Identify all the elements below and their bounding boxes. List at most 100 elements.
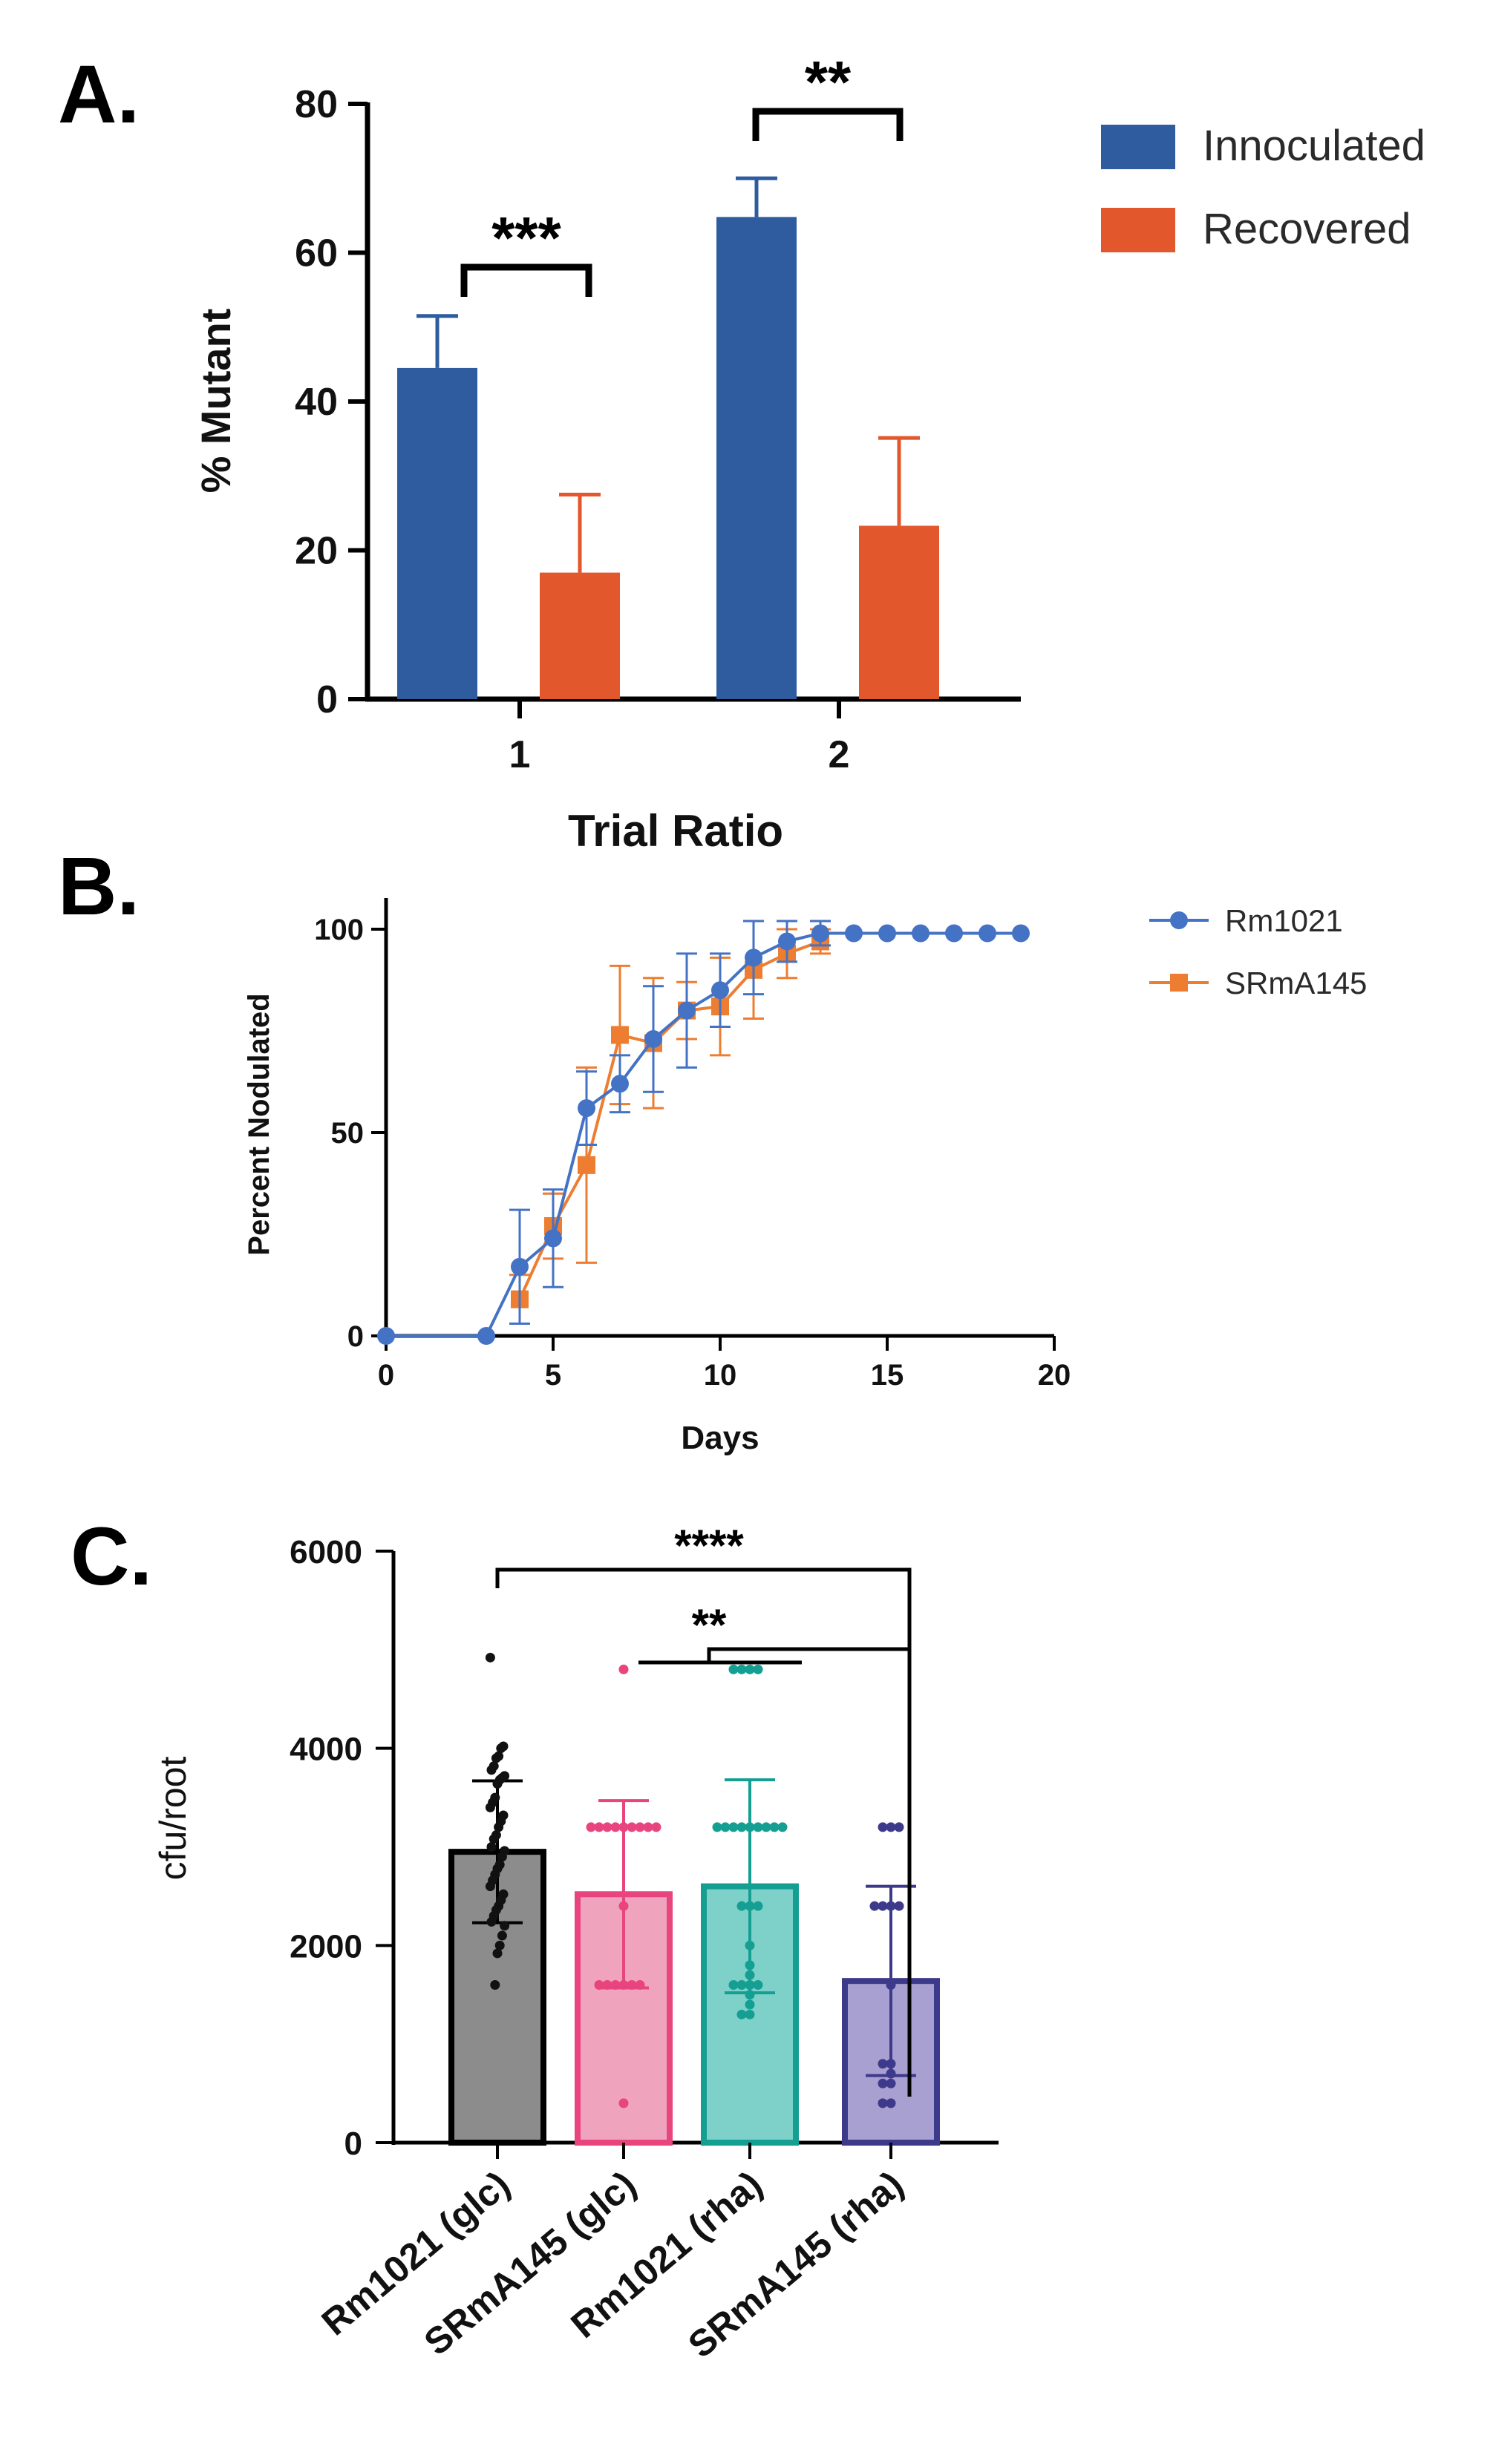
panel-a-bar-innoculated [397, 367, 477, 699]
panel-c-y-axis-title: cfu/root [152, 1757, 194, 1881]
panel-c-data-point [602, 1979, 612, 1990]
panel-b-legend-marker [1170, 974, 1188, 992]
panel-c-data-point [886, 1822, 896, 1832]
panel-b-y-axis-title: Percent Nodulated [243, 993, 275, 1255]
panel-c-significance-bracket [495, 1567, 912, 2097]
panel-c-data-point [490, 1979, 500, 1990]
panel-c-data-point [878, 1822, 888, 1832]
panel-c-data-point [736, 1901, 747, 1911]
panel-c-data-point [651, 1822, 661, 1832]
panel-c-data-point [761, 1822, 771, 1832]
panel-c-data-point [496, 1743, 506, 1754]
panel-c-y-tick-label: 6000 [290, 1534, 362, 1570]
panel-b-point-rm1021 [544, 1229, 562, 1248]
panel-c-data-point [720, 1822, 731, 1832]
panel-c-data-point [745, 1940, 755, 1950]
panel-a-legend-swatch [1101, 208, 1175, 252]
panel-b-point-rm1021 [945, 924, 963, 943]
panel-c-data-point [643, 1822, 653, 1832]
panel-c-data-point [618, 1664, 629, 1674]
panel-c-data-point [894, 1822, 904, 1832]
panel-c-data-point [492, 1778, 503, 1789]
panel-a-legend-label: Innoculated [1203, 122, 1425, 170]
panel-c-data-point [886, 1979, 896, 1990]
panel-c-data-point [886, 2078, 896, 2088]
panel-c-y-tick-label: 4000 [290, 1731, 362, 1768]
panel-c-data-point [886, 1901, 896, 1911]
panel-c-data-point [594, 1822, 604, 1832]
panel-c-data-point [745, 1990, 755, 2000]
panel-c-data-point [728, 1822, 739, 1832]
panel-c-data-point [753, 1979, 763, 1990]
panel-c-x-tick-label: SRmA145 (glc) [416, 2163, 644, 2364]
panel-c-data-point [635, 1822, 645, 1832]
panel-c-data-point [745, 1901, 755, 1911]
panel-b-point-rm1021 [377, 1327, 395, 1345]
panel-b-point-rm1021 [845, 924, 863, 943]
panel-c-data-point [745, 1999, 755, 2010]
panel-c-data-point [491, 1753, 501, 1763]
panel-c-data-point [494, 1940, 505, 1950]
panel-a-label: A. [58, 49, 140, 140]
panel-c-data-point [586, 1822, 596, 1832]
panel-b-point-rm1021 [912, 924, 930, 943]
panel-c-data-point [486, 1765, 497, 1775]
panel-c-data-point [712, 1822, 722, 1832]
panel-c-data-point [486, 1916, 497, 1927]
panel-a-bar-recovered [859, 525, 939, 699]
panel-c-data-point [497, 1930, 507, 1941]
panel-b-point-rm1021 [878, 924, 896, 943]
panel-b-x-tick-label: 20 [1038, 1359, 1071, 1392]
panel-c-data-point [627, 1822, 637, 1832]
panel-c-label: C. [71, 1511, 152, 1602]
panel-c-data-point [736, 2009, 747, 2019]
panel-b-x-tick-label: 10 [704, 1359, 737, 1392]
panel-a-legend-swatch [1101, 125, 1175, 169]
panel-b-point-rm1021 [1012, 924, 1030, 943]
panel-c-data-point [886, 2098, 896, 2109]
panel-a-y-axis-title: % Mutant [192, 309, 239, 494]
panel-b-point-rm1021 [611, 1075, 629, 1093]
panel-a-legend-label: Recovered [1203, 205, 1411, 253]
panel-c-data-point [753, 1901, 763, 1911]
panel-c-data-point [769, 1822, 780, 1832]
panel-c-data-point [610, 1822, 621, 1832]
panel-c-data-point [777, 1822, 788, 1832]
panel-b-y-tick-label: 0 [347, 1320, 364, 1353]
panel-c-data-point [745, 1960, 755, 1970]
panel-c-data-point [736, 1979, 747, 1990]
panel-b-x-tick-label: 5 [545, 1359, 561, 1392]
panel-b-point-rm1021 [578, 1099, 595, 1118]
panel-c-significance-stars: ** [692, 1600, 727, 1650]
panel-a-significance-bracket [460, 263, 592, 297]
panel-c-y-tick-label: 0 [344, 2126, 362, 2162]
panel-b-line-rm1021 [386, 931, 1021, 1337]
panel-a-bar-recovered [540, 572, 620, 699]
panel-c-data-point [485, 1881, 495, 1892]
panel-b-legend-label: Rm1021 [1225, 903, 1343, 938]
panel-b-legend-label: SRmA145 [1225, 966, 1367, 1000]
panel-b-x-axis-title: Days [681, 1420, 759, 1456]
panel-c-data-point [486, 1842, 497, 1852]
panel-c-data-point [894, 1901, 904, 1911]
panel-a-y-tick-label: 80 [295, 83, 338, 126]
panel-b-y-tick-label: 50 [331, 1117, 365, 1150]
panel-b-point-rm1021 [477, 1327, 495, 1345]
panel-c-data-point [497, 1852, 507, 1862]
panel-c-significance-stars: **** [674, 1521, 744, 1570]
panel-c-data-point [886, 2068, 896, 2079]
panel-c-data-point [485, 1802, 495, 1812]
panel-b-point-srma145 [578, 1156, 595, 1174]
panel-c-data-point [736, 1822, 747, 1832]
panel-b-point-rm1021 [644, 1029, 662, 1048]
panel-a-x-tick-label: 1 [509, 733, 531, 776]
panel-c-data-point [753, 1822, 763, 1832]
panel-c-data-point [602, 1822, 612, 1832]
panel-c-data-point [886, 2059, 896, 2069]
panel-c-data-point [728, 1979, 739, 1990]
panel-a-significance-bracket [752, 108, 904, 141]
panel-b-x-tick-label: 0 [378, 1359, 394, 1392]
panel-c-data-point [753, 1664, 763, 1674]
panel-a-y-tick-label: 60 [295, 232, 338, 275]
panel-b-line-srma145 [518, 940, 821, 1300]
